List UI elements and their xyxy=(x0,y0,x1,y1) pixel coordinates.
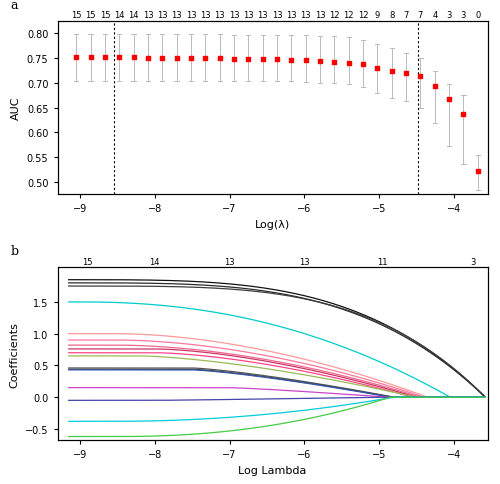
Point xyxy=(374,65,382,73)
Point xyxy=(302,58,310,65)
Point xyxy=(172,56,180,63)
Point xyxy=(244,56,252,64)
Point xyxy=(316,58,324,66)
Point xyxy=(216,56,224,63)
X-axis label: Log(λ): Log(λ) xyxy=(255,219,290,229)
Point xyxy=(445,95,453,103)
Y-axis label: Coefficients: Coefficients xyxy=(10,321,20,387)
Point xyxy=(359,61,367,69)
Point xyxy=(144,56,152,63)
Point xyxy=(460,111,468,119)
Point xyxy=(258,56,266,64)
Point xyxy=(230,56,238,64)
Point xyxy=(115,55,123,62)
Point xyxy=(431,83,439,91)
Point xyxy=(187,56,195,63)
Point xyxy=(416,73,424,80)
Point xyxy=(474,167,482,175)
Point xyxy=(273,57,281,64)
Y-axis label: AUC: AUC xyxy=(12,96,22,120)
Text: a: a xyxy=(10,0,18,12)
Point xyxy=(202,56,209,63)
Point xyxy=(72,55,80,62)
Point xyxy=(130,55,138,62)
Point xyxy=(86,55,94,62)
X-axis label: Log Lambda: Log Lambda xyxy=(238,465,306,475)
Text: b: b xyxy=(10,245,18,258)
Point xyxy=(344,60,352,68)
Point xyxy=(288,57,296,65)
Point xyxy=(330,59,338,67)
Point xyxy=(158,56,166,63)
Point xyxy=(101,55,109,62)
Point xyxy=(388,68,396,76)
Point xyxy=(402,70,410,77)
